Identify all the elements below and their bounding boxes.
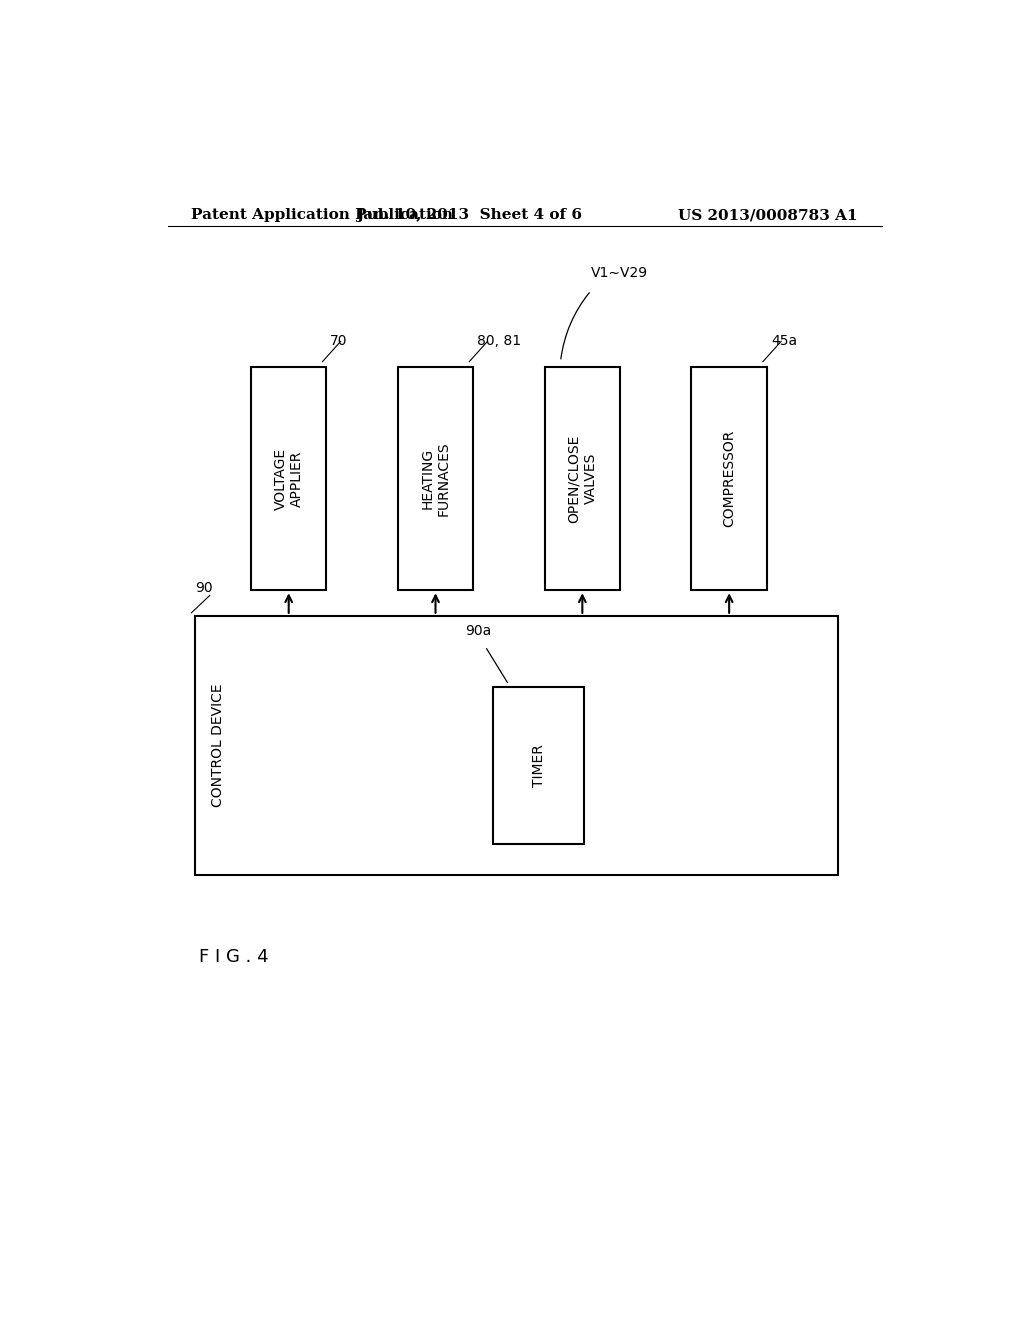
Text: 45a: 45a bbox=[771, 334, 797, 348]
Bar bbox=[545, 367, 621, 590]
Text: US 2013/0008783 A1: US 2013/0008783 A1 bbox=[679, 209, 858, 222]
Text: TIMER: TIMER bbox=[531, 744, 546, 787]
Text: 90: 90 bbox=[196, 581, 213, 595]
Text: Jan. 10, 2013  Sheet 4 of 6: Jan. 10, 2013 Sheet 4 of 6 bbox=[356, 209, 583, 222]
Text: 70: 70 bbox=[331, 334, 348, 348]
Text: Patent Application Publication: Patent Application Publication bbox=[191, 209, 454, 222]
Text: 90a: 90a bbox=[465, 624, 492, 638]
Bar bbox=[691, 367, 767, 590]
Bar bbox=[494, 686, 585, 845]
Text: COMPRESSOR: COMPRESSOR bbox=[722, 430, 736, 527]
Bar bbox=[196, 615, 839, 875]
Text: OPEN/CLOSE
VALVES: OPEN/CLOSE VALVES bbox=[567, 434, 597, 523]
Bar bbox=[397, 367, 473, 590]
Text: F I G . 4: F I G . 4 bbox=[200, 949, 269, 966]
Text: V1∼V29: V1∼V29 bbox=[591, 267, 648, 280]
Text: VOLTAGE
APPLIER: VOLTAGE APPLIER bbox=[273, 447, 304, 510]
Text: CONTROL DEVICE: CONTROL DEVICE bbox=[211, 684, 224, 808]
Text: HEATING
FURNACES: HEATING FURNACES bbox=[421, 441, 451, 516]
Text: 80, 81: 80, 81 bbox=[477, 334, 521, 348]
Bar bbox=[251, 367, 327, 590]
